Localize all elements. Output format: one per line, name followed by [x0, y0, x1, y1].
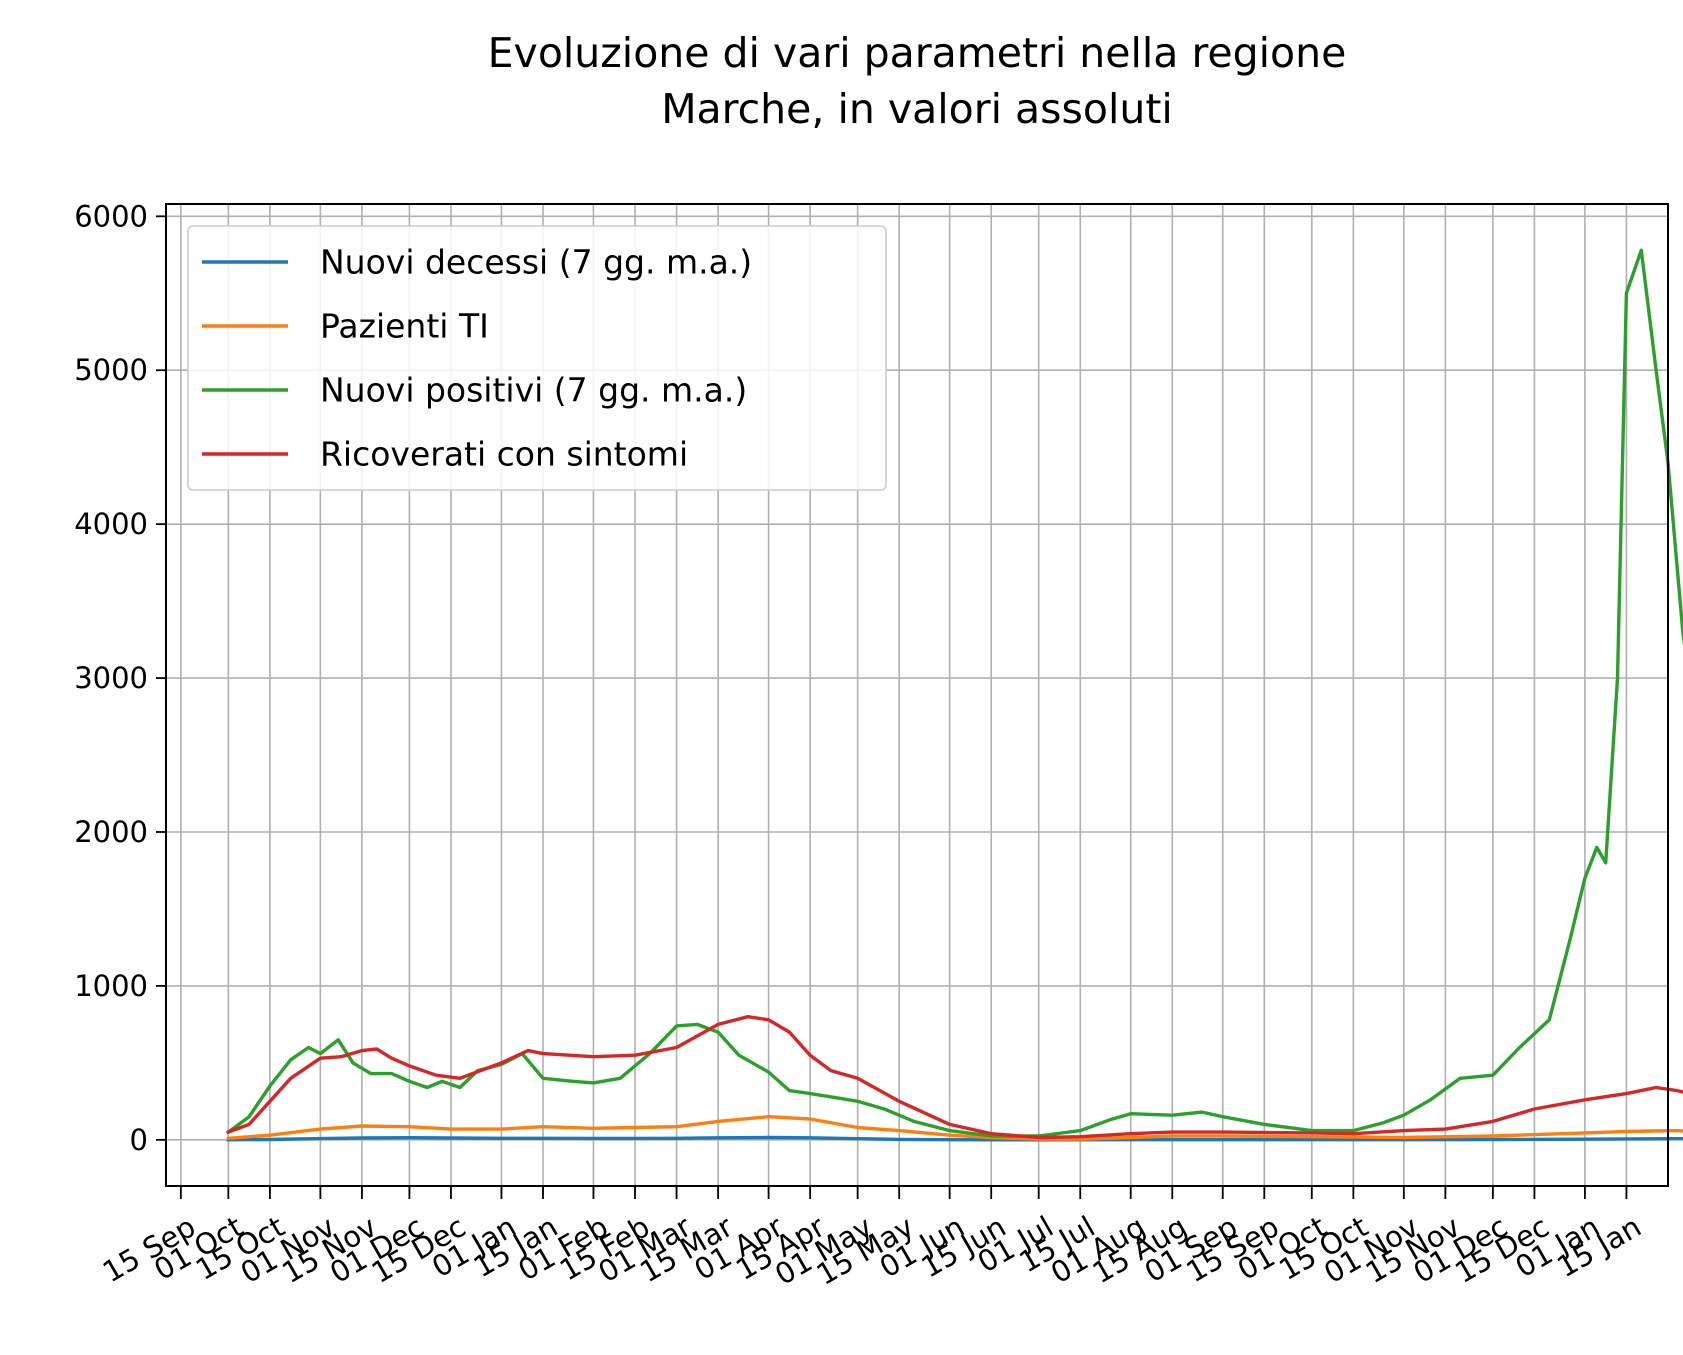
legend-label-0: Nuovi decessi (7 gg. m.a.)	[320, 243, 752, 282]
y-tick-label: 6000	[74, 199, 148, 233]
legend-box	[187, 225, 887, 491]
y-tick-label: 0	[130, 1123, 148, 1157]
legend-label-1: Pazienti TI	[320, 307, 489, 346]
legend: Nuovi decessi (7 gg. m.a.) Pazienti TI Nuo…	[187, 225, 887, 491]
series-line-3	[226, 1015, 1683, 1140]
chart-title-line-2: Marche, in valori assoluti	[661, 85, 1173, 133]
series-layer	[225, 248, 1683, 1142]
y-axis: 0 1000 2000 3000 4000 5000 6000	[74, 199, 166, 1157]
y-tick-label: 4000	[74, 507, 148, 541]
legend-label-3: Ricoverati con sintomi	[320, 435, 688, 474]
series-line-0	[226, 1135, 1683, 1142]
series-line-1	[226, 1115, 1683, 1141]
series-line-2	[225, 248, 1683, 1138]
chart-title-line-1: Evoluzione di vari parametri nella regio…	[488, 29, 1347, 77]
plot-frame	[165, 203, 1669, 1187]
y-tick-label: 3000	[74, 661, 148, 695]
legend-label-2: Nuovi positivi (7 gg. m.a.)	[320, 371, 747, 410]
y-tick-label: 5000	[74, 353, 148, 387]
y-tick-label: 2000	[74, 815, 148, 849]
y-tick-label: 1000	[74, 969, 148, 1003]
